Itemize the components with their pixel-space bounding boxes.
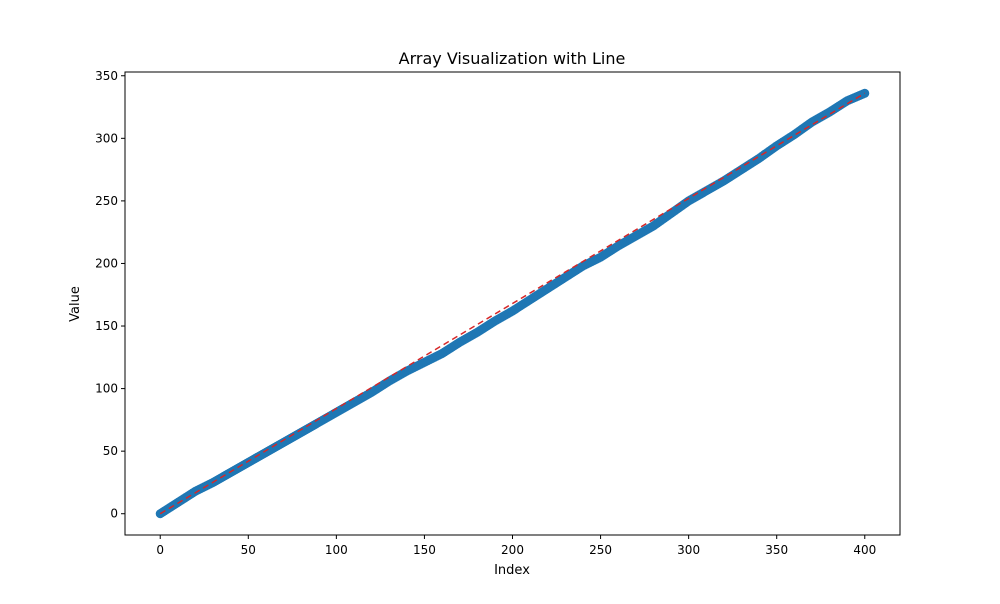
x-tick-label: 0 — [156, 543, 164, 557]
dashed-fit-line — [159, 92, 866, 515]
x-tick-label: 200 — [501, 543, 524, 557]
y-axis: 0 50 100 150 200 250 300 350 — [95, 69, 125, 521]
x-axis-label: Index — [494, 563, 530, 578]
chart-title: Array Visualization with Line — [399, 49, 626, 68]
x-tick-label: 50 — [241, 543, 256, 557]
x-tick-label: 150 — [413, 543, 436, 557]
x-tick-label: 100 — [325, 543, 348, 557]
y-tick-label: 100 — [95, 382, 118, 396]
y-tick-label: 150 — [95, 319, 118, 333]
y-tick-label: 50 — [103, 444, 118, 458]
y-axis-label: Value — [68, 286, 83, 322]
x-axis: 0 50 100 150 200 250 300 350 400 — [156, 535, 876, 557]
y-tick-label: 250 — [95, 194, 118, 208]
y-tick-label: 350 — [95, 69, 118, 83]
x-tick-label: 350 — [765, 543, 788, 557]
y-tick-label: 0 — [110, 507, 118, 521]
x-tick-label: 250 — [589, 543, 612, 557]
y-tick-label: 200 — [95, 256, 118, 270]
x-tick-label: 400 — [853, 543, 876, 557]
scatter-point — [860, 88, 870, 98]
y-tick-label: 300 — [95, 131, 118, 145]
x-tick-label: 300 — [677, 543, 700, 557]
plot-area — [155, 88, 870, 519]
